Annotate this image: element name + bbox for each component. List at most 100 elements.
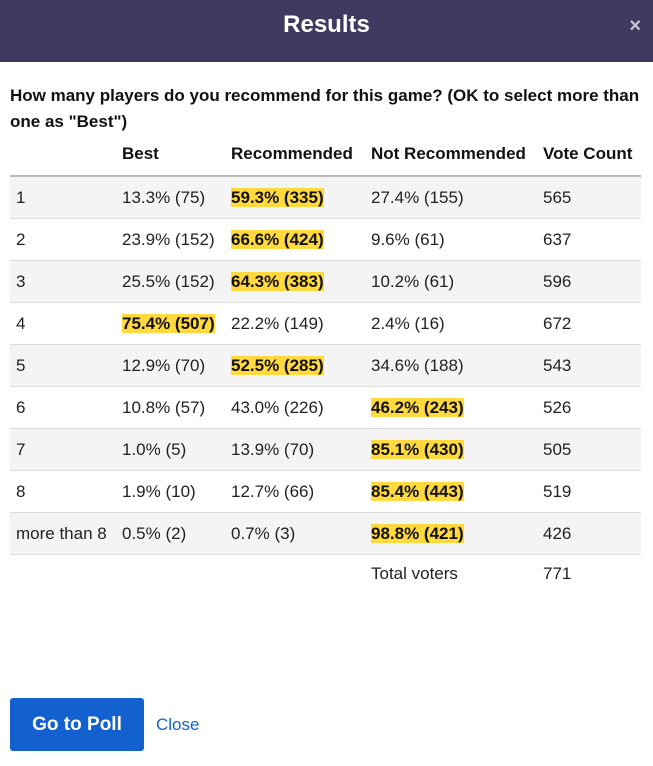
cell-players: 2 — [10, 218, 116, 261]
cell-not-recommended: 10.2% (61) — [365, 260, 537, 303]
table-row: 3 25.5% (152) 64.3% (383) 10.2% (61) 596 — [10, 260, 641, 303]
total-spacer — [225, 554, 365, 594]
value-not-recommended: 10.2% (61) — [371, 272, 455, 291]
cell-players: 5 — [10, 344, 116, 387]
cell-players: more than 8 — [10, 512, 116, 555]
column-header-recommended: Recommended — [225, 140, 365, 177]
cell-not-recommended: 85.1% (430) — [365, 428, 537, 471]
cell-vote-count: 519 — [537, 470, 641, 513]
value-not-recommended: 34.6% (188) — [371, 356, 464, 375]
cell-players: 3 — [10, 260, 116, 303]
poll-question: How many players do you recommend for th… — [10, 86, 640, 131]
results-table: Best Recommended Not Recommended Vote Co… — [10, 140, 641, 594]
cell-recommended: 66.6% (424) — [225, 218, 365, 261]
column-header-not-recommended: Not Recommended — [365, 140, 537, 177]
cell-best: 25.5% (152) — [116, 260, 225, 303]
table-row: 7 1.0% (5) 13.9% (70) 85.1% (430) 505 — [10, 428, 641, 471]
value-not-recommended: 98.8% (421) — [371, 524, 464, 543]
cell-not-recommended: 34.6% (188) — [365, 344, 537, 387]
value-recommended: 66.6% (424) — [231, 230, 324, 249]
value-not-recommended: 27.4% (155) — [371, 188, 464, 207]
value-recommended: 12.7% (66) — [231, 482, 315, 501]
value-recommended: 59.3% (335) — [231, 188, 324, 207]
column-header-vote-count: Vote Count — [537, 140, 641, 177]
cell-not-recommended: 46.2% (243) — [365, 386, 537, 429]
value-best: 1.9% (10) — [122, 482, 196, 501]
value-best: 0.5% (2) — [122, 524, 187, 543]
total-spacer — [10, 554, 116, 594]
table-row: more than 8 0.5% (2) 0.7% (3) 98.8% (421… — [10, 512, 641, 555]
value-recommended: 52.5% (285) — [231, 356, 324, 375]
cell-vote-count: 543 — [537, 344, 641, 387]
modal-title: Results — [283, 11, 370, 38]
total-label: Total voters — [365, 554, 537, 594]
value-best: 10.8% (57) — [122, 398, 206, 417]
results-body: 1 13.3% (75) 59.3% (335) 27.4% (155) 565… — [10, 175, 641, 594]
value-recommended: 0.7% (3) — [231, 524, 296, 543]
cell-vote-count: 526 — [537, 386, 641, 429]
close-icon[interactable]: × — [629, 15, 641, 37]
table-row: 1 13.3% (75) 59.3% (335) 27.4% (155) 565 — [10, 175, 641, 219]
value-not-recommended: 9.6% (61) — [371, 230, 445, 249]
cell-best: 75.4% (507) — [116, 302, 225, 345]
cell-best: 13.3% (75) — [116, 175, 225, 219]
cell-recommended: 64.3% (383) — [225, 260, 365, 303]
cell-vote-count: 565 — [537, 175, 641, 219]
value-best: 75.4% (507) — [122, 314, 215, 333]
cell-vote-count: 596 — [537, 260, 641, 303]
cell-not-recommended: 2.4% (16) — [365, 302, 537, 345]
cell-recommended: 13.9% (70) — [225, 428, 365, 471]
modal-header: Results × — [0, 0, 653, 62]
table-header-row: Best Recommended Not Recommended Vote Co… — [10, 140, 641, 177]
column-header-players — [10, 140, 116, 177]
value-best: 12.9% (70) — [122, 356, 206, 375]
close-link[interactable]: Close — [156, 714, 200, 734]
cell-best: 10.8% (57) — [116, 386, 225, 429]
value-best: 1.0% (5) — [122, 440, 187, 459]
value-not-recommended: 46.2% (243) — [371, 398, 464, 417]
value-recommended: 43.0% (226) — [231, 398, 324, 417]
cell-recommended: 59.3% (335) — [225, 175, 365, 219]
value-best: 25.5% (152) — [122, 272, 215, 291]
cell-best: 1.9% (10) — [116, 470, 225, 513]
cell-recommended: 12.7% (66) — [225, 470, 365, 513]
cell-vote-count: 426 — [537, 512, 641, 555]
cell-players: 4 — [10, 302, 116, 345]
total-value: 771 — [537, 554, 641, 594]
cell-players: 6 — [10, 386, 116, 429]
cell-recommended: 22.2% (149) — [225, 302, 365, 345]
cell-vote-count: 672 — [537, 302, 641, 345]
cell-recommended: 52.5% (285) — [225, 344, 365, 387]
cell-players: 1 — [10, 175, 116, 219]
cell-best: 23.9% (152) — [116, 218, 225, 261]
value-recommended: 64.3% (383) — [231, 272, 324, 291]
total-spacer — [116, 554, 225, 594]
cell-vote-count: 637 — [537, 218, 641, 261]
cell-not-recommended: 98.8% (421) — [365, 512, 537, 555]
modal-footer: Go to Poll Close — [10, 698, 199, 751]
table-row: 4 75.4% (507) 22.2% (149) 2.4% (16) 672 — [10, 302, 641, 345]
cell-players: 7 — [10, 428, 116, 471]
table-row: 6 10.8% (57) 43.0% (226) 46.2% (243) 526 — [10, 386, 641, 429]
cell-not-recommended: 9.6% (61) — [365, 218, 537, 261]
value-recommended: 22.2% (149) — [231, 314, 324, 333]
go-to-poll-button[interactable]: Go to Poll — [10, 698, 144, 751]
cell-best: 12.9% (70) — [116, 344, 225, 387]
value-recommended: 13.9% (70) — [231, 440, 315, 459]
value-not-recommended: 2.4% (16) — [371, 314, 445, 333]
table-row: 8 1.9% (10) 12.7% (66) 85.4% (443) 519 — [10, 470, 641, 513]
value-not-recommended: 85.4% (443) — [371, 482, 464, 501]
cell-recommended: 0.7% (3) — [225, 512, 365, 555]
cell-vote-count: 505 — [537, 428, 641, 471]
cell-recommended: 43.0% (226) — [225, 386, 365, 429]
table-row: 2 23.9% (152) 66.6% (424) 9.6% (61) 637 — [10, 218, 641, 261]
cell-best: 1.0% (5) — [116, 428, 225, 471]
cell-players: 8 — [10, 470, 116, 513]
value-not-recommended: 85.1% (430) — [371, 440, 464, 459]
cell-not-recommended: 85.4% (443) — [365, 470, 537, 513]
total-row: Total voters 771 — [10, 554, 641, 594]
cell-not-recommended: 27.4% (155) — [365, 175, 537, 219]
value-best: 23.9% (152) — [122, 230, 215, 249]
column-header-best: Best — [116, 140, 225, 177]
